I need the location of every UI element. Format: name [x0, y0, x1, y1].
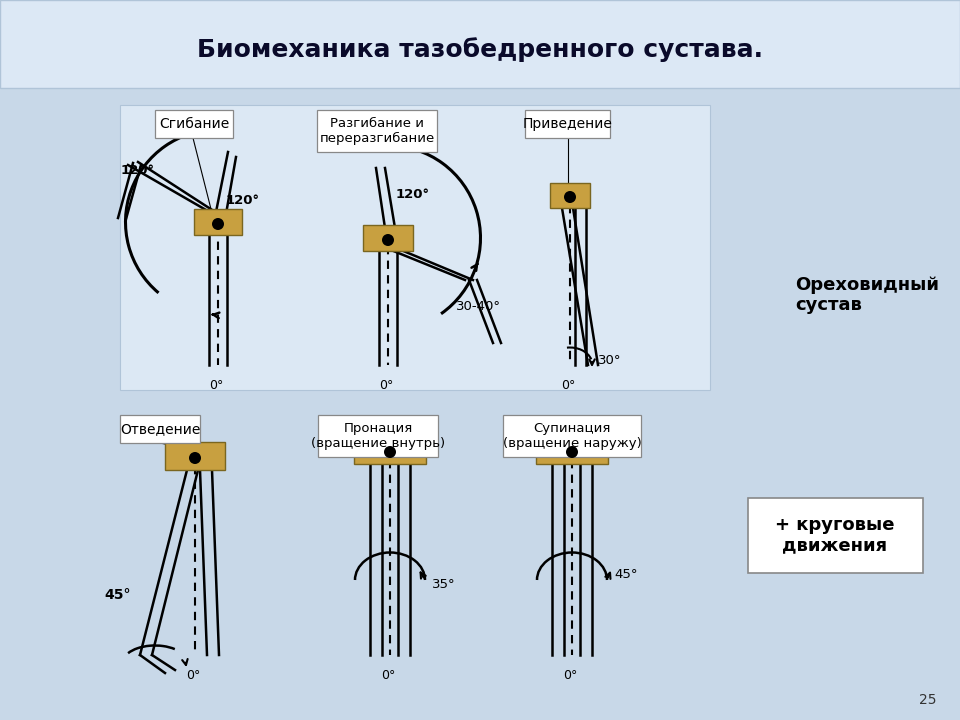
Text: Супинация
(вращение наружу): Супинация (вращение наружу)	[503, 422, 641, 450]
Circle shape	[212, 218, 224, 230]
Text: 30°: 30°	[598, 354, 621, 366]
FancyBboxPatch shape	[155, 110, 233, 138]
Bar	[536, 436, 608, 464]
FancyBboxPatch shape	[318, 415, 438, 457]
Text: 0°: 0°	[381, 669, 396, 682]
Text: Разгибание и
переразгибание: Разгибание и переразгибание	[320, 117, 435, 145]
Text: Отведение: Отведение	[120, 422, 201, 436]
Circle shape	[384, 446, 396, 458]
Text: Приведение: Приведение	[522, 117, 612, 131]
Bar	[363, 225, 413, 251]
Circle shape	[564, 191, 576, 203]
Text: 0°: 0°	[379, 379, 394, 392]
Bar	[550, 182, 590, 207]
Text: 45°: 45°	[614, 569, 637, 582]
FancyBboxPatch shape	[503, 415, 641, 457]
Bar	[354, 436, 426, 464]
Text: Биомеханика тазобедренного сустава.: Биомеханика тазобедренного сустава.	[197, 37, 763, 63]
Text: 120°: 120°	[396, 189, 430, 202]
Circle shape	[382, 234, 394, 246]
Text: 120°: 120°	[121, 163, 155, 176]
Text: 0°: 0°	[186, 669, 201, 682]
Text: Сгибание: Сгибание	[158, 117, 229, 131]
Text: Пронация
(вращение внутрь): Пронация (вращение внутрь)	[311, 422, 445, 450]
Text: 0°: 0°	[563, 669, 577, 682]
Circle shape	[566, 446, 578, 458]
Text: 35°: 35°	[432, 578, 456, 592]
Bar	[194, 209, 242, 235]
Text: Ореховидный
сустав: Ореховидный сустав	[795, 276, 939, 315]
FancyBboxPatch shape	[0, 0, 960, 88]
Text: 120°: 120°	[226, 194, 260, 207]
FancyBboxPatch shape	[317, 110, 437, 152]
Text: 0°: 0°	[561, 379, 575, 392]
Text: 30-40°: 30-40°	[456, 300, 501, 312]
Bar	[165, 442, 225, 470]
Circle shape	[189, 452, 201, 464]
FancyBboxPatch shape	[748, 498, 923, 573]
Text: 25: 25	[920, 693, 937, 707]
FancyBboxPatch shape	[120, 415, 200, 443]
FancyBboxPatch shape	[120, 105, 710, 390]
Text: 45°: 45°	[105, 588, 132, 602]
Text: 0°: 0°	[209, 379, 223, 392]
FancyBboxPatch shape	[525, 110, 610, 138]
Text: + круговые
движения: + круговые движения	[776, 516, 895, 554]
